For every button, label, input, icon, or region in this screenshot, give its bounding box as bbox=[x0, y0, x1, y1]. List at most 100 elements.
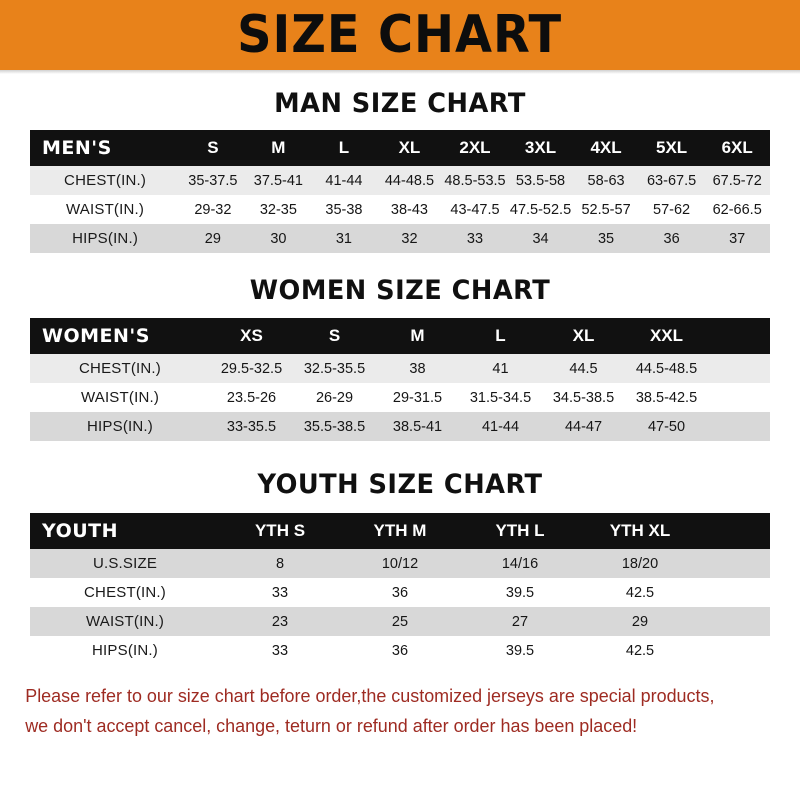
women-chest-1: 32.5-35.5 bbox=[293, 354, 376, 383]
men-chest-0: 35-37.5 bbox=[180, 166, 246, 195]
women-header-spacer bbox=[708, 318, 770, 354]
men-hips-7: 36 bbox=[638, 224, 705, 253]
women-size-col-4: XL bbox=[542, 318, 625, 354]
men-size-col-3: XL bbox=[376, 130, 443, 166]
men-waist-8: 62-66.5 bbox=[704, 195, 770, 224]
men-chest-4: 48.5-53.5 bbox=[442, 166, 508, 195]
women-chest-5: 44.5-48.5 bbox=[625, 354, 708, 383]
youth-waist-3: 29 bbox=[580, 607, 700, 636]
men-chest-2: 41-44 bbox=[311, 166, 377, 195]
women-hips-0: 33-35.5 bbox=[210, 412, 293, 441]
women-hips-3: 41-44 bbox=[459, 412, 542, 441]
table-row: HIPS(IN.) 33-35.5 35.5-38.5 38.5-41 41-4… bbox=[30, 412, 770, 441]
men-size-table: MEN'S S M L XL 2XL 3XL 4XL 5XL 6XL CHEST… bbox=[30, 130, 770, 253]
men-chest-6: 58-63 bbox=[573, 166, 639, 195]
youth-size-col-2: YTH L bbox=[460, 513, 580, 549]
youth-chest-3: 42.5 bbox=[580, 578, 700, 607]
men-hips-8: 37 bbox=[704, 224, 770, 253]
table-header-row: WOMEN'S XS S M L XL XXL bbox=[30, 318, 770, 354]
men-row-label-chest: CHEST(IN.) bbox=[30, 166, 181, 195]
women-chest-3: 41 bbox=[459, 354, 542, 383]
women-waist-5: 38.5-42.5 bbox=[625, 383, 708, 412]
women-hips-spacer bbox=[708, 412, 770, 441]
men-waist-0: 29-32 bbox=[180, 195, 246, 224]
women-size-table: WOMEN'S XS S M L XL XXL CHEST(IN.) 29.5-… bbox=[30, 318, 770, 441]
youth-row-label-chest: CHEST(IN.) bbox=[30, 578, 220, 607]
men-row-label-waist: WAIST(IN.) bbox=[30, 195, 181, 224]
men-waist-6: 52.5-57 bbox=[573, 195, 639, 224]
women-chest-2: 38 bbox=[376, 354, 459, 383]
youth-chest-1: 36 bbox=[340, 578, 460, 607]
youth-row-label-ussize: U.S.SIZE bbox=[30, 549, 220, 578]
youth-waist-0: 23 bbox=[220, 607, 340, 636]
women-hips-2: 38.5-41 bbox=[376, 412, 459, 441]
men-size-col-1: M bbox=[245, 130, 312, 166]
men-size-col-4: 2XL bbox=[442, 130, 508, 166]
women-waist-spacer bbox=[708, 383, 770, 412]
men-chest-5: 53.5-58 bbox=[507, 166, 574, 195]
youth-chest-spacer bbox=[700, 578, 770, 607]
men-size-col-0: S bbox=[180, 130, 246, 166]
men-size-col-2: L bbox=[311, 130, 377, 166]
men-chest-3: 44-48.5 bbox=[376, 166, 443, 195]
women-waist-1: 26-29 bbox=[293, 383, 376, 412]
youth-chest-0: 33 bbox=[220, 578, 340, 607]
women-size-col-0: XS bbox=[210, 318, 293, 354]
table-row: CHEST(IN.) 35-37.5 37.5-41 41-44 44-48.5… bbox=[30, 166, 770, 195]
youth-size-table: YOUTH YTH S YTH M YTH L YTH XL U.S.SIZE … bbox=[30, 513, 770, 665]
table-header-row: YOUTH YTH S YTH M YTH L YTH XL bbox=[30, 513, 770, 549]
women-chest-spacer bbox=[708, 354, 770, 383]
youth-hips-1: 36 bbox=[340, 636, 460, 665]
table-row: WAIST(IN.) 23.5-26 26-29 29-31.5 31.5-34… bbox=[30, 383, 770, 412]
women-size-col-2: M bbox=[376, 318, 459, 354]
disclaimer-line-2: we don't accept cancel, change, teturn o… bbox=[25, 715, 638, 736]
men-size-col-6: 4XL bbox=[573, 130, 639, 166]
men-hips-6: 35 bbox=[573, 224, 639, 253]
women-header-label: WOMEN'S bbox=[30, 318, 210, 354]
men-hips-5: 34 bbox=[507, 224, 574, 253]
disclaimer-note: Please refer to our size chart before or… bbox=[0, 681, 776, 741]
youth-waist-spacer bbox=[700, 607, 770, 636]
men-hips-0: 29 bbox=[180, 224, 246, 253]
women-row-label-waist: WAIST(IN.) bbox=[30, 383, 210, 412]
table-row: U.S.SIZE 8 10/12 14/16 18/20 bbox=[30, 549, 770, 578]
men-hips-4: 33 bbox=[442, 224, 508, 253]
women-size-col-1: S bbox=[293, 318, 376, 354]
youth-header-label: YOUTH bbox=[30, 513, 220, 549]
youth-waist-2: 27 bbox=[460, 607, 580, 636]
women-waist-0: 23.5-26 bbox=[210, 383, 293, 412]
table-row: HIPS(IN.) 33 36 39.5 42.5 bbox=[30, 636, 770, 665]
youth-chest-2: 39.5 bbox=[460, 578, 580, 607]
women-section-title: WOMEN SIZE CHART bbox=[249, 275, 551, 306]
men-waist-4: 43-47.5 bbox=[442, 195, 508, 224]
men-hips-3: 32 bbox=[376, 224, 443, 253]
men-waist-5: 47.5-52.5 bbox=[507, 195, 574, 224]
youth-row-label-hips: HIPS(IN.) bbox=[30, 636, 220, 665]
table-row: CHEST(IN.) 33 36 39.5 42.5 bbox=[30, 578, 770, 607]
youth-row-label-waist: WAIST(IN.) bbox=[30, 607, 220, 636]
youth-header-spacer bbox=[700, 513, 770, 549]
disclaimer-line-1: Please refer to our size chart before or… bbox=[25, 685, 715, 706]
women-chest-4: 44.5 bbox=[542, 354, 625, 383]
men-section-title: MAN SIZE CHART bbox=[274, 88, 526, 119]
women-waist-4: 34.5-38.5 bbox=[542, 383, 625, 412]
men-waist-1: 32-35 bbox=[245, 195, 312, 224]
women-row-label-chest: CHEST(IN.) bbox=[30, 354, 210, 383]
men-header-label: MEN'S bbox=[30, 130, 181, 166]
table-header-row: MEN'S S M L XL 2XL 3XL 4XL 5XL 6XL bbox=[30, 130, 770, 166]
table-row: HIPS(IN.) 29 30 31 32 33 34 35 36 37 bbox=[30, 224, 770, 253]
youth-section-title: YOUTH SIZE CHART bbox=[257, 469, 543, 500]
men-waist-7: 57-62 bbox=[638, 195, 705, 224]
men-chest-1: 37.5-41 bbox=[245, 166, 312, 195]
men-waist-3: 38-43 bbox=[376, 195, 443, 224]
youth-size-col-0: YTH S bbox=[220, 513, 340, 549]
table-row: WAIST(IN.) 29-32 32-35 35-38 38-43 43-47… bbox=[30, 195, 770, 224]
women-waist-3: 31.5-34.5 bbox=[459, 383, 542, 412]
women-hips-4: 44-47 bbox=[542, 412, 625, 441]
youth-ussize-3: 18/20 bbox=[580, 549, 700, 578]
table-row: CHEST(IN.) 29.5-32.5 32.5-35.5 38 41 44.… bbox=[30, 354, 770, 383]
men-chest-7: 63-67.5 bbox=[638, 166, 705, 195]
men-hips-2: 31 bbox=[311, 224, 377, 253]
page-title: SIZE CHART bbox=[237, 5, 563, 65]
youth-hips-3: 42.5 bbox=[580, 636, 700, 665]
